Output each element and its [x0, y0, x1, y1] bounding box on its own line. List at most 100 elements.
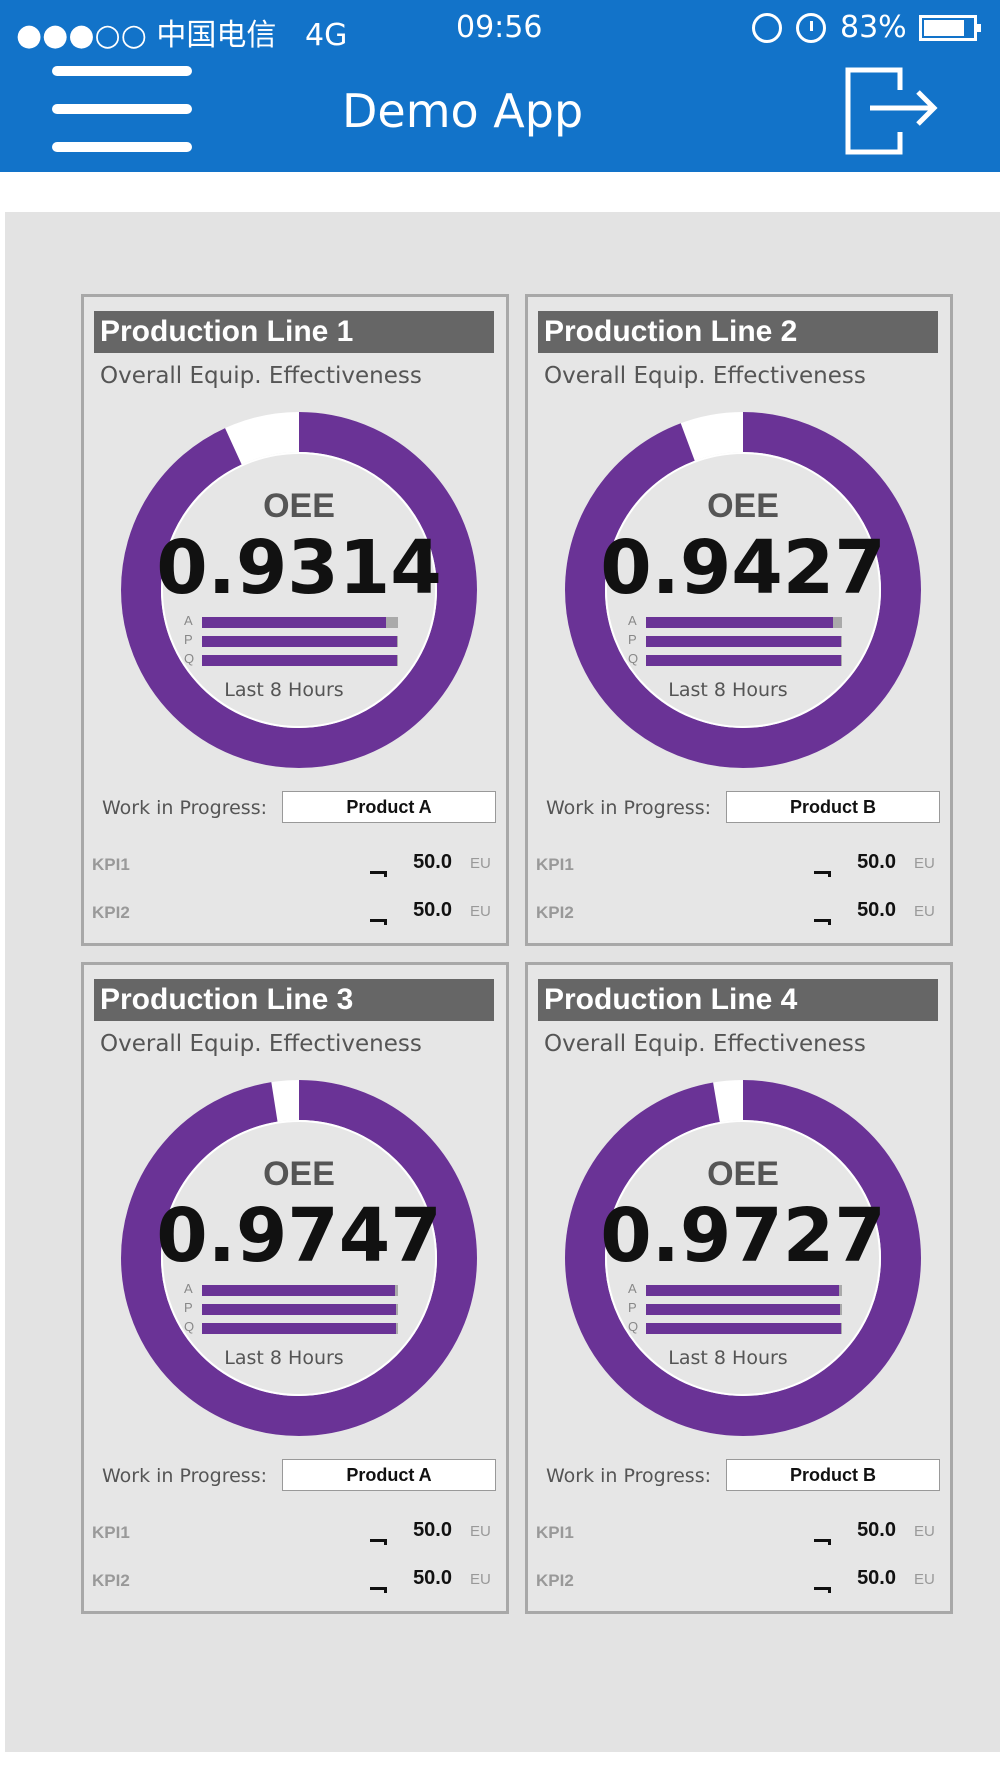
kpi-row: KPI2 50.0 EU — [92, 1567, 502, 1597]
oee-gauge-ring — [121, 412, 477, 768]
factor-bar-row: Q — [184, 651, 398, 670]
kpi-name: KPI2 — [536, 1571, 574, 1590]
factor-letter: P — [628, 1300, 637, 1315]
app-header: ●●●○○ 中国电信 4G 09:56 83% Demo App — [0, 0, 1000, 172]
factor-letter: A — [184, 613, 193, 628]
wip-product-field[interactable]: Product B — [726, 791, 940, 823]
factor-bar-track — [202, 617, 398, 628]
trend-icon — [370, 871, 387, 877]
factor-bar-row: A — [628, 613, 842, 632]
carrier-name: ●●●○○ 中国电信 — [16, 18, 277, 53]
factor-bar-fill — [202, 1304, 397, 1315]
wip-product-field[interactable]: Product A — [282, 1459, 496, 1491]
carrier-label: ●●●○○ 中国电信 4G — [16, 10, 347, 54]
factor-bar-row: A — [184, 1281, 398, 1300]
menu-button[interactable] — [52, 64, 192, 156]
factor-bar-fill — [646, 1285, 840, 1296]
kpi-value: 50.0 — [857, 851, 896, 873]
kpi-unit: EU — [914, 855, 935, 872]
logout-icon — [845, 67, 938, 155]
alarm-icon — [796, 12, 826, 43]
factor-letter: A — [184, 1281, 193, 1296]
period-label: Last 8 Hours — [668, 679, 788, 701]
factor-bar-fill — [646, 617, 834, 628]
kpi-value: 50.0 — [413, 899, 452, 921]
oee-gauge: OEE 0.9747 A P Q Last 8 Hours — [104, 1063, 494, 1453]
factor-bar-row: P — [628, 632, 842, 651]
oee-gauge-arc — [565, 412, 921, 768]
trend-icon — [370, 1539, 387, 1545]
factor-bar-row: P — [628, 1300, 842, 1319]
production-line-panel: Production Line 3 Overall Equip. Effectiv… — [81, 962, 509, 1614]
oee-value: 0.9427 — [600, 525, 886, 611]
battery-icon — [918, 14, 981, 41]
panel-subtitle: Overall Equip. Effectiveness — [544, 1031, 866, 1057]
factor-bar-row: A — [184, 613, 398, 632]
oee-gauge-arc — [565, 1080, 921, 1436]
trend-icon — [814, 871, 831, 877]
panel-title: Production Line 2 — [538, 311, 938, 353]
factor-bar-fill — [202, 655, 398, 666]
kpi-name: KPI1 — [536, 1523, 574, 1542]
kpi-value: 50.0 — [413, 851, 452, 873]
factor-bar-row: P — [184, 632, 398, 651]
panel-title: Production Line 1 — [94, 311, 494, 353]
status-icons: 83% — [752, 10, 981, 45]
kpi-unit: EU — [914, 903, 935, 920]
menu-icon-bar — [52, 142, 192, 152]
factor-bar-row: Q — [184, 1319, 398, 1338]
page-title: Demo App — [342, 84, 584, 138]
wip-label: Work in Progress: — [102, 797, 267, 819]
factor-bar-fill — [202, 617, 387, 628]
kpi-row: KPI1 50.0 EU — [536, 1519, 946, 1549]
kpi-value: 50.0 — [413, 1567, 452, 1589]
period-label: Last 8 Hours — [224, 1347, 344, 1369]
wip-product-field[interactable]: Product B — [726, 1459, 940, 1491]
factor-letter: A — [628, 1281, 637, 1296]
panel-subtitle: Overall Equip. Effectiveness — [100, 1031, 422, 1057]
kpi-unit: EU — [470, 903, 491, 920]
factor-bar-row: Q — [628, 651, 842, 670]
oee-value: 0.9727 — [600, 1193, 886, 1279]
factor-bar-track — [202, 1285, 398, 1296]
wip-product-field[interactable]: Product A — [282, 791, 496, 823]
production-line-panel: Production Line 2 Overall Equip. Effectiv… — [525, 294, 953, 946]
factor-bar-track — [202, 1304, 398, 1315]
logout-button[interactable] — [840, 60, 940, 160]
trend-icon — [814, 919, 831, 925]
oee-value: 0.9314 — [156, 525, 442, 611]
factor-letter: P — [184, 632, 193, 647]
factor-bar-track — [646, 1304, 842, 1315]
oee-gauge-ring — [565, 1080, 921, 1436]
factor-letter: Q — [184, 651, 195, 666]
factor-bar-fill — [202, 1285, 396, 1296]
kpi-unit: EU — [914, 1523, 935, 1540]
kpi-unit: EU — [470, 855, 491, 872]
menu-icon — [52, 66, 192, 76]
menu-icon-bar — [52, 104, 192, 114]
kpi-unit: EU — [470, 1571, 491, 1588]
factor-bar-fill — [646, 1304, 841, 1315]
factor-letter: Q — [628, 1319, 639, 1334]
factor-bar-track — [646, 655, 842, 666]
kpi-row: KPI2 50.0 EU — [536, 899, 946, 929]
trend-icon — [370, 1587, 387, 1593]
status-bar: ●●●○○ 中国电信 4G 09:56 83% — [0, 0, 1000, 56]
kpi-name: KPI2 — [536, 903, 574, 922]
factor-bar-track — [202, 1323, 398, 1334]
kpi-value: 50.0 — [857, 1567, 896, 1589]
factor-bar-row: P — [184, 1300, 398, 1319]
production-line-panel: Production Line 1 Overall Equip. Effectiv… — [81, 294, 509, 946]
rotation-lock-icon — [752, 12, 782, 43]
kpi-name: KPI1 — [92, 1523, 130, 1542]
trend-icon — [814, 1587, 831, 1593]
oee-value: 0.9747 — [156, 1193, 442, 1279]
period-label: Last 8 Hours — [668, 1347, 788, 1369]
factor-bar-fill — [646, 636, 842, 647]
factor-bar-row: Q — [628, 1319, 842, 1338]
kpi-row: KPI1 50.0 EU — [92, 851, 502, 881]
factor-bar-fill — [646, 655, 842, 666]
factor-letter: Q — [184, 1319, 195, 1334]
